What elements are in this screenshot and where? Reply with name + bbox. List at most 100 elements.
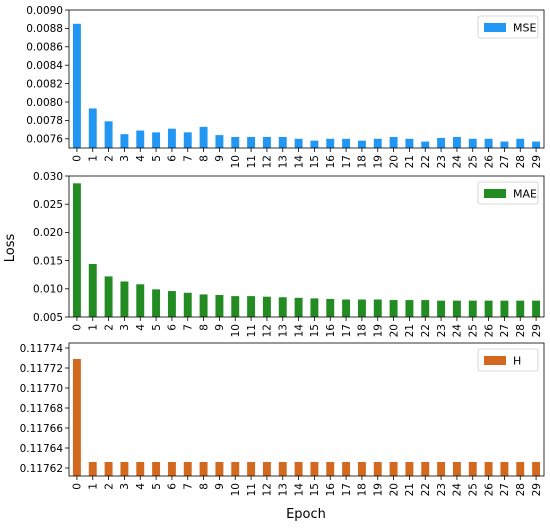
bar [294,138,303,148]
bar [468,300,477,317]
x-tick-label: 3 [119,324,131,331]
x-tick-label: 2 [103,324,115,331]
bar [516,300,525,317]
y-tick-label: 0.11764 [20,443,64,455]
y-tick-label: 0.0090 [26,5,63,17]
x-tick-label: 9 [214,155,226,162]
x-tick-label: 13 [278,483,290,496]
x-tick-label: 4 [135,155,147,162]
x-tick-label: 29 [531,155,543,168]
bar [421,300,430,317]
bar [310,462,319,476]
x-tick-label: 18 [357,155,369,168]
bar [437,462,446,476]
bar [247,462,256,476]
bar [294,462,303,476]
x-tick-label: 28 [515,324,527,337]
y-tick-label: 0.11770 [20,383,63,395]
bar [373,299,382,317]
bar [452,462,461,476]
x-tick-label: 10 [230,155,242,168]
x-tick-label: 22 [420,324,432,337]
x-tick-label: 26 [483,324,495,338]
bar [231,136,240,148]
bar [437,300,446,317]
bar [326,138,335,148]
y-tick-label: 0.0082 [26,78,63,90]
x-tick-label: 2 [103,483,115,490]
x-tick-label: 27 [499,155,511,168]
x-tick-label: 10 [230,483,242,496]
x-tick-label: 24 [452,155,464,169]
legend-box [477,15,539,39]
bar [104,121,113,148]
x-tick-label: 9 [214,483,226,490]
x-tick-label: 18 [357,324,369,337]
x-tick-label: 24 [452,483,464,497]
x-tick-label: 18 [357,483,369,496]
x-tick-label: 21 [404,483,416,496]
bar [199,462,208,476]
bar [136,130,145,148]
x-tick-label: 1 [88,483,100,490]
bar [231,296,240,317]
x-tick-label: 17 [341,155,353,168]
x-tick-label: 16 [325,483,337,497]
y-tick-label: 0.0086 [26,42,63,54]
bar [247,296,256,317]
y-tick-label: 0.010 [33,284,63,296]
bar [484,300,493,317]
x-tick-label: 3 [119,483,131,490]
bar [152,132,161,148]
bar [104,462,113,476]
x-tick-label: 26 [483,483,495,497]
bar [405,462,414,476]
legend: MAE [477,181,539,205]
plot-frame [68,342,545,477]
x-tick-label: 11 [246,483,258,496]
legend: MSE [477,15,539,39]
x-tick-label: 28 [515,155,527,168]
x-tick-label: 2 [103,155,115,162]
y-tick-label: 0.0076 [26,134,63,146]
bar [120,281,129,317]
bar [231,462,240,476]
bar [72,359,81,476]
legend-label: H [513,355,521,368]
x-tick-label: 20 [388,324,400,337]
bar [532,462,541,476]
bar [167,291,176,317]
bar [452,300,461,317]
bar [516,462,525,476]
y-tick-label: 0.11766 [20,423,64,435]
y-tick-label: 0.020 [33,227,63,239]
bar [389,462,398,476]
bar [183,292,192,317]
x-tick-label: 15 [309,155,321,168]
y-tick-label: 0.11772 [20,363,63,375]
bar [389,136,398,148]
bar [516,138,525,148]
x-tick-label: 4 [135,324,147,331]
plot-frame [68,9,545,149]
x-tick-label: 15 [309,483,321,496]
bar [72,23,81,148]
bar [500,462,509,476]
bar [500,300,509,317]
bar [278,297,287,317]
bar [278,462,287,476]
bar [357,299,366,317]
x-tick-label: 16 [325,324,337,338]
x-tick-label: 13 [278,155,290,168]
x-tick-label: 19 [373,324,385,337]
x-tick-label: 14 [293,483,305,497]
bar [215,462,224,476]
x-tick-label: 0 [72,324,84,331]
y-tick-label: 0.0078 [26,115,63,127]
x-tick-label: 29 [531,324,543,337]
bar [326,298,335,317]
x-tick-label: 12 [262,483,274,496]
bar [310,140,319,148]
x-tick-label: 11 [246,324,258,337]
